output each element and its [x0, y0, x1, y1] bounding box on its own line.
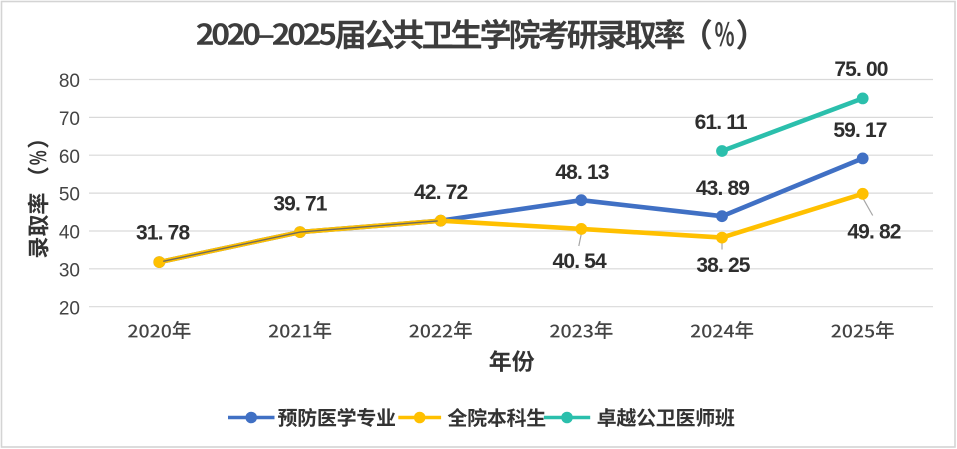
svg-text:48. 13: 48. 13	[555, 161, 608, 184]
svg-text:61. 11: 61. 11	[695, 111, 748, 134]
svg-text:38. 25: 38. 25	[696, 254, 750, 277]
svg-text:20: 20	[59, 298, 80, 319]
svg-text:42. 72: 42. 72	[414, 181, 467, 204]
svg-text:43. 89: 43. 89	[696, 177, 749, 200]
svg-text:50: 50	[59, 185, 80, 206]
svg-text:49. 82: 49. 82	[847, 221, 900, 244]
svg-text:31. 78: 31. 78	[136, 222, 190, 245]
svg-text:30: 30	[59, 260, 80, 281]
svg-text:75. 00: 75. 00	[834, 58, 887, 81]
svg-text:40: 40	[59, 223, 80, 244]
svg-text:60: 60	[59, 147, 80, 168]
svg-text:40. 54: 40. 54	[553, 250, 607, 273]
svg-text:70: 70	[59, 109, 80, 130]
svg-text:80: 80	[59, 71, 80, 92]
svg-text:59. 17: 59. 17	[833, 119, 886, 142]
svg-text:39. 71: 39. 71	[273, 193, 327, 216]
